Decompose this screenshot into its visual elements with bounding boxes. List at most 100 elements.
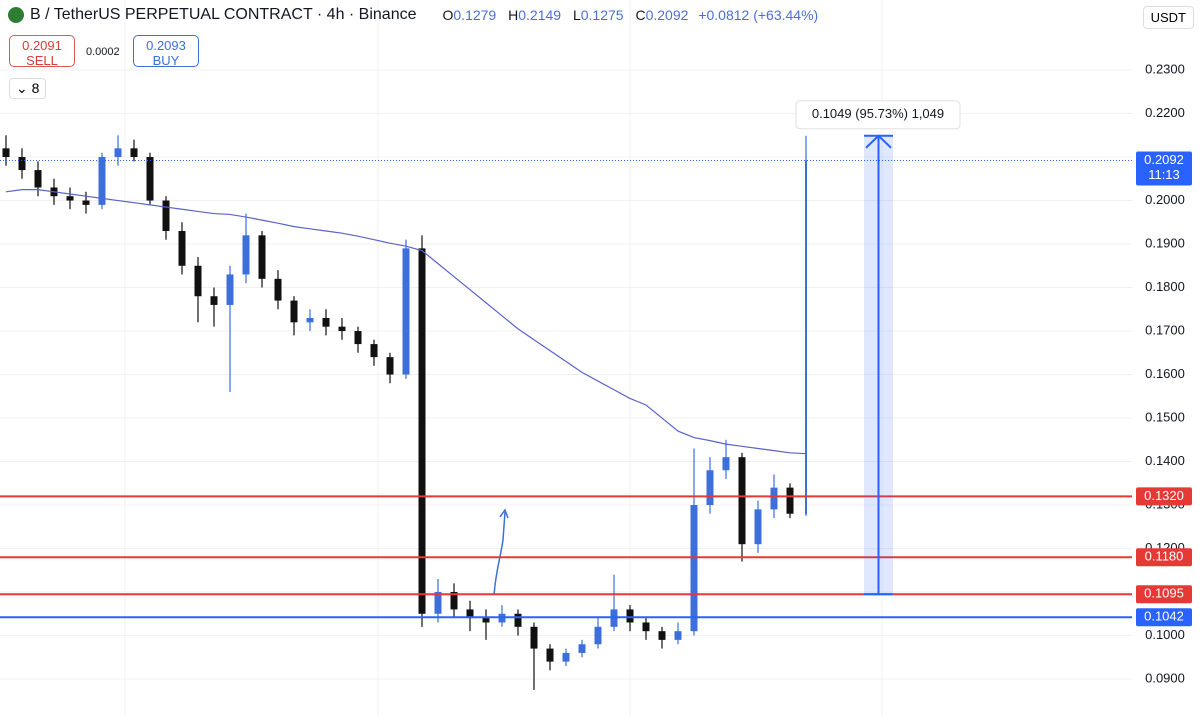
- candle-body: [578, 644, 586, 653]
- ohlc: O0.1279 H0.2149 L0.1275 C0.2092 +0.0812 …: [435, 7, 819, 23]
- symbol-title: B / TetherUS PERPETUAL CONTRACT · 4h · B…: [30, 6, 417, 23]
- candle-body: [258, 235, 266, 279]
- candle-body: [370, 344, 378, 358]
- candle-body: [18, 157, 26, 171]
- countdown: 11:13: [1148, 167, 1180, 182]
- candle-body: [418, 248, 426, 614]
- candle-body: [466, 609, 474, 619]
- h-value: 0.2149: [518, 7, 562, 23]
- last-price-label: 0.2092: [1144, 152, 1184, 167]
- sell-price: 0.2091: [22, 38, 62, 53]
- buy-price: 0.2093: [146, 38, 186, 53]
- chevron: ⌄: [16, 80, 28, 96]
- symbol-icon: [8, 7, 24, 23]
- header: B / TetherUS PERPETUAL CONTRACT · 4h · B…: [8, 6, 818, 24]
- y-tick-label: 0.0900: [1145, 670, 1185, 685]
- candle-body: [162, 200, 170, 231]
- sell-button[interactable]: 0.2091 SELL: [9, 35, 75, 68]
- candle-body: [386, 357, 394, 375]
- candle-body: [805, 160, 807, 515]
- candle-body: [658, 631, 666, 640]
- buy-label: BUY: [152, 53, 180, 68]
- spread: 0.0002: [86, 46, 120, 58]
- candle-body: [482, 618, 490, 623]
- candle-body: [2, 148, 10, 158]
- y-tick-label: 0.1600: [1145, 366, 1185, 381]
- y-tick-label: 0.1000: [1145, 627, 1185, 642]
- candle-body: [242, 235, 250, 275]
- candle-body: [338, 326, 346, 332]
- candle-body: [530, 626, 538, 649]
- candle-body: [642, 622, 650, 632]
- candle-body: [738, 457, 746, 545]
- candle-body: [786, 487, 794, 514]
- y-tick-label: 0.1900: [1145, 235, 1185, 250]
- candle-body: [402, 248, 410, 375]
- currency: USDT: [1150, 10, 1186, 25]
- candle-body: [146, 157, 154, 201]
- y-tick-label: 0.2200: [1145, 105, 1185, 120]
- buy-button[interactable]: 0.2093 BUY: [133, 35, 199, 68]
- l-label: L: [572, 7, 581, 23]
- candle-body: [450, 592, 458, 610]
- sell-label: SELL: [26, 53, 58, 68]
- candle-body: [770, 487, 778, 510]
- candle-body: [194, 265, 202, 297]
- measure-label: 0.1049 (95.73%) 1,049: [812, 106, 944, 121]
- candle-body: [114, 148, 122, 158]
- c-value: 0.2092: [645, 7, 689, 23]
- candle-body: [434, 592, 442, 614]
- candle-body: [674, 631, 682, 640]
- drawing-arrow: [493, 511, 506, 596]
- candle-body: [514, 613, 522, 627]
- o-label: O: [442, 7, 454, 23]
- level-tag: [1136, 548, 1192, 567]
- y-tick-label: 0.1800: [1145, 279, 1185, 294]
- candle-body: [66, 196, 74, 201]
- candle-body: [306, 317, 314, 323]
- level-label: 0.1042: [1144, 609, 1184, 624]
- candle-body: [754, 509, 762, 545]
- candle-body: [178, 230, 186, 266]
- candle-body: [82, 200, 90, 205]
- indicator-count: 8: [31, 80, 40, 96]
- c-label: C: [635, 7, 646, 23]
- indicator-toggle[interactable]: ⌄ 8: [9, 78, 47, 99]
- candle-body: [274, 278, 282, 301]
- drawing-arrowhead: [499, 508, 509, 519]
- candle-body: [130, 148, 138, 158]
- candle-body: [98, 157, 106, 205]
- y-tick-label: 0.1400: [1145, 453, 1185, 468]
- y-tick-label: 0.1700: [1145, 322, 1185, 337]
- candle-body: [354, 331, 362, 345]
- l-value: 0.1275: [580, 7, 624, 23]
- level-tag: [1136, 608, 1192, 627]
- candle-body: [690, 505, 698, 632]
- candle-body: [226, 274, 234, 305]
- candle-body: [322, 317, 330, 327]
- h-label: H: [508, 7, 519, 23]
- candle-body: [290, 300, 298, 323]
- candle-body: [594, 626, 602, 645]
- candle-body: [34, 170, 42, 188]
- candle-body: [546, 648, 554, 662]
- level-label: 0.1320: [1144, 488, 1184, 503]
- o-value: 0.1279: [453, 7, 497, 23]
- level-label: 0.1180: [1145, 549, 1184, 564]
- candle-body: [706, 470, 714, 506]
- y-tick-label: 0.2300: [1145, 61, 1185, 76]
- candle-body: [562, 652, 570, 662]
- y-tick-label: 0.1500: [1145, 409, 1185, 424]
- level-label: 0.1095: [1144, 586, 1184, 601]
- change: +0.0812 (+63.44%): [698, 7, 819, 23]
- currency-button[interactable]: USDT: [1142, 6, 1194, 29]
- candle-body: [210, 296, 218, 305]
- level-tag: [1136, 585, 1192, 604]
- measure-box: [795, 100, 961, 130]
- last-price-tag: [1136, 151, 1192, 186]
- y-tick-label: 0.2000: [1145, 192, 1185, 207]
- level-tag: [1136, 487, 1192, 506]
- moving-average: [5, 189, 807, 455]
